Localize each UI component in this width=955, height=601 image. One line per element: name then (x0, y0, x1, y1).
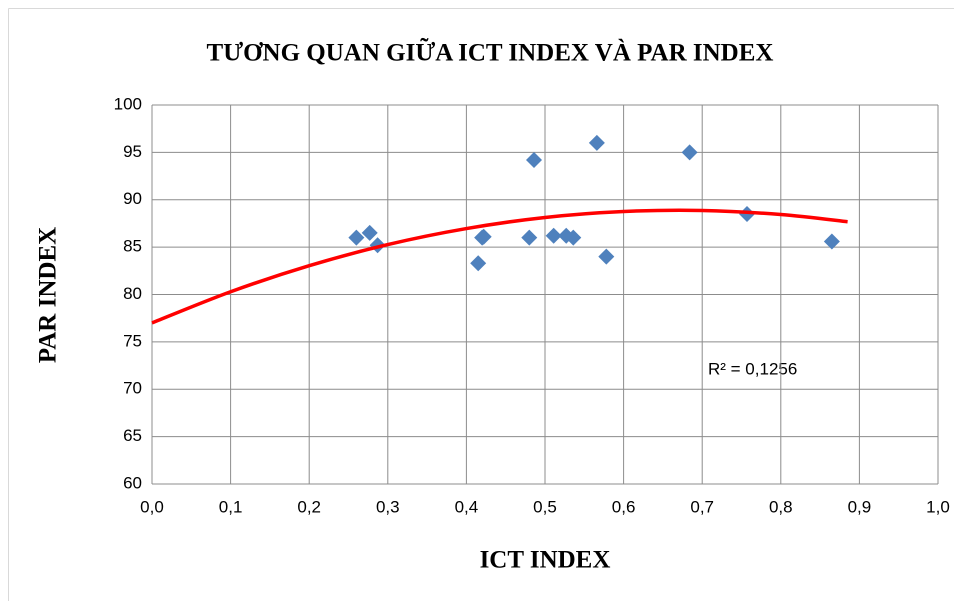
x-tick-label: 0,6 (612, 497, 636, 516)
point (545, 227, 562, 244)
point (823, 233, 840, 250)
x-tick-label: 0,9 (848, 497, 872, 516)
y-tick-label: 65 (123, 426, 142, 445)
x-tick-label: 0,4 (455, 497, 479, 516)
point (475, 228, 492, 245)
y-tick-label: 100 (114, 94, 142, 113)
annotation: R² = 0,1256 (708, 359, 797, 378)
chart-title: TƯƠNG QUAN GIỮA ICT INDEX VÀ PAR INDEX (207, 38, 774, 67)
y-tick-label: 70 (123, 379, 142, 398)
point (565, 229, 582, 246)
point (681, 144, 698, 161)
y-tick-label: 60 (123, 473, 142, 492)
x-tick-label: 0,3 (376, 497, 400, 516)
point (588, 134, 605, 151)
x-tick-label: 0,1 (219, 497, 243, 516)
y-axis-title: PAR INDEX (35, 227, 62, 363)
point (598, 248, 615, 265)
x-tick-label: 0,0 (140, 497, 164, 516)
y-tick-label: 90 (123, 189, 142, 208)
x-tick-label: 1,0 (926, 497, 950, 516)
x-tick-label: 0,5 (533, 497, 557, 516)
point (470, 255, 487, 272)
y-tick-label: 80 (123, 284, 142, 303)
y-tick-label: 85 (123, 237, 142, 256)
trendline (151, 208, 848, 325)
x-tick-label: 0,8 (769, 497, 793, 516)
x-tick-label: 0,7 (690, 497, 714, 516)
y-tick-label: 95 (123, 142, 142, 161)
x-tick-label: 0,2 (297, 497, 321, 516)
point (521, 229, 538, 246)
point (348, 229, 365, 246)
point (361, 224, 378, 241)
y-tick-label: 75 (123, 331, 142, 350)
point (525, 151, 542, 168)
x-axis-title: ICT INDEX (480, 547, 611, 574)
